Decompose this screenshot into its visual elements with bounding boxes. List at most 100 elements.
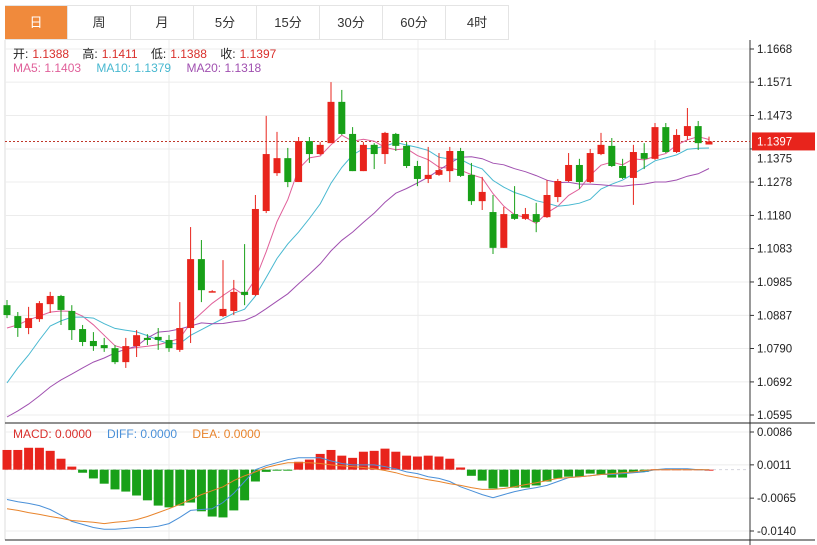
candle-body xyxy=(3,305,11,316)
candle-body xyxy=(435,170,443,175)
candle-body xyxy=(370,144,378,155)
candle-body xyxy=(25,318,33,329)
ma5-line xyxy=(6,134,710,350)
candle xyxy=(673,129,681,154)
ma5-legend: MA5: 1.1403 xyxy=(13,61,82,75)
candle xyxy=(251,194,259,296)
price-tick-label: 1.0887 xyxy=(757,310,792,322)
macd-bar xyxy=(337,455,347,470)
candle xyxy=(154,328,162,350)
candle-body xyxy=(500,214,508,248)
candle xyxy=(35,301,43,322)
candle xyxy=(694,120,702,150)
candle-body xyxy=(154,336,162,340)
candle xyxy=(467,162,475,205)
macd-bar xyxy=(88,469,98,479)
candle xyxy=(327,82,335,144)
macd-bar xyxy=(164,469,174,508)
candle xyxy=(230,279,238,316)
macd-bar xyxy=(326,449,336,470)
candle-body xyxy=(143,337,151,340)
candle-body xyxy=(467,174,475,202)
open-value: 1.1388 xyxy=(32,47,70,61)
candle-body xyxy=(165,339,173,349)
tab-7[interactable]: 4时 xyxy=(446,6,509,39)
macd-bar xyxy=(445,458,455,470)
candle-body xyxy=(392,133,400,146)
macd-bar xyxy=(542,469,552,482)
macd-bar xyxy=(596,469,606,475)
candle xyxy=(295,137,303,183)
candle-body xyxy=(457,150,465,176)
macd-bar xyxy=(207,469,217,517)
candle xyxy=(197,240,205,303)
candle xyxy=(370,143,378,170)
candle xyxy=(651,123,659,160)
candle xyxy=(187,227,195,344)
candle-body xyxy=(478,191,486,202)
ma-legend: MA5: 1.1403 MA10: 1.1379 MA20: 1.1318 xyxy=(13,61,265,75)
candle-body xyxy=(349,133,357,172)
candle xyxy=(284,147,292,188)
candle-body xyxy=(446,150,454,172)
candle xyxy=(14,311,22,337)
tab-1[interactable]: 周 xyxy=(68,6,131,39)
tab-2[interactable]: 月 xyxy=(131,6,194,39)
macd-bar xyxy=(628,469,638,473)
candle xyxy=(705,136,713,145)
macd-bar xyxy=(294,461,304,470)
macd-bar xyxy=(434,456,444,470)
candle-body xyxy=(100,345,108,349)
candle-body xyxy=(122,346,130,363)
macd-bar xyxy=(466,469,476,476)
macd-bar xyxy=(13,449,23,470)
candle-body xyxy=(586,153,594,183)
ma10-legend: MA10: 1.1379 xyxy=(96,61,172,75)
candle-body xyxy=(413,165,421,179)
tab-5[interactable]: 30分 xyxy=(320,6,383,39)
current-price-badge xyxy=(752,132,815,151)
candle xyxy=(133,330,141,358)
candle-body xyxy=(219,308,227,317)
candle-body xyxy=(597,144,605,155)
candle xyxy=(359,142,367,172)
macd-bar xyxy=(78,469,88,473)
price-tick-label: 1.0790 xyxy=(757,343,792,355)
tab-6[interactable]: 60分 xyxy=(383,6,446,39)
macd-bar xyxy=(153,469,163,506)
price-tick-label: 1.1180 xyxy=(757,210,791,222)
candle-body xyxy=(532,214,540,222)
candle xyxy=(662,123,670,154)
macd-bar xyxy=(175,469,185,506)
candle-body xyxy=(619,165,627,178)
macd-bar xyxy=(574,469,584,477)
macd-bar xyxy=(520,469,530,488)
macd-bar xyxy=(250,469,260,482)
macd-bar xyxy=(24,447,34,470)
high-label: 高: xyxy=(82,47,98,61)
price-tick-label: 1.1571 xyxy=(757,77,792,89)
candle xyxy=(489,194,497,255)
tab-4[interactable]: 15分 xyxy=(257,6,320,39)
candle xyxy=(575,158,583,189)
candle xyxy=(543,179,551,218)
candle-body xyxy=(662,127,670,153)
candle xyxy=(446,146,454,183)
candle xyxy=(381,131,389,164)
candle-body xyxy=(651,127,659,159)
candle xyxy=(219,260,227,318)
candle-body xyxy=(705,141,713,145)
candle-body xyxy=(673,134,681,153)
macd-bar xyxy=(510,469,520,488)
candle xyxy=(457,147,465,177)
candle xyxy=(424,146,432,184)
candle-body xyxy=(89,340,97,347)
tab-3[interactable]: 5分 xyxy=(194,6,257,39)
macd-bar xyxy=(391,451,401,470)
tab-0[interactable]: 日 xyxy=(5,6,68,39)
candle-body xyxy=(629,152,637,178)
candle xyxy=(165,335,173,352)
close-label: 收: xyxy=(220,47,236,61)
candle-body xyxy=(359,144,367,172)
